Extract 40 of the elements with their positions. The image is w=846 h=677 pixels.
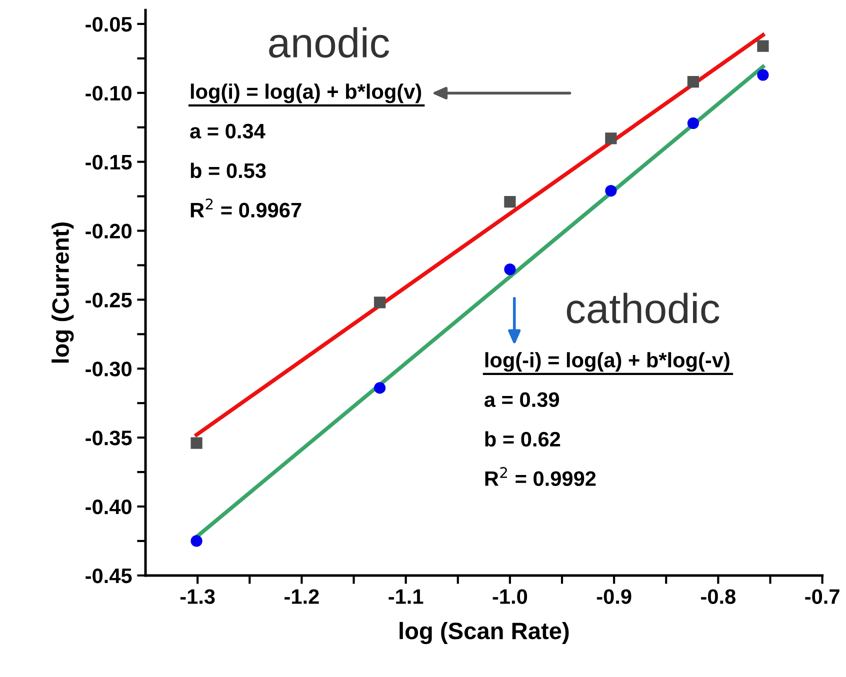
x-tick-label: -1.3 bbox=[180, 589, 215, 604]
x-tick-label: -0.9 bbox=[596, 589, 632, 604]
x-tick-label: -0.7 bbox=[805, 589, 840, 604]
y-tick-label: -0.30 bbox=[86, 362, 132, 376]
point bbox=[757, 40, 769, 52]
annotation: cathodic bbox=[566, 292, 720, 324]
y-tick-label: -0.25 bbox=[86, 292, 132, 308]
x-tick-label: -1.2 bbox=[284, 589, 319, 604]
annotation: b = 0.62 bbox=[485, 431, 560, 447]
y-tick-label: -0.45 bbox=[86, 568, 132, 584]
x-tick-label: -1.0 bbox=[492, 589, 528, 604]
y-tick-label: -0.15 bbox=[86, 154, 132, 170]
y-tick-label: -0.35 bbox=[86, 430, 132, 446]
point bbox=[605, 132, 617, 144]
annotation: R$^{2}$ = 0.9992 bbox=[485, 467, 596, 486]
point bbox=[605, 184, 617, 197]
annotation: b = 0.53 bbox=[190, 162, 266, 178]
point bbox=[374, 382, 386, 394]
annotation: R$^{2}$ = 0.9967 bbox=[190, 198, 302, 218]
annotation: log(-i) = log(a) + b*log(-v) bbox=[485, 352, 730, 372]
annotation: log(i) = log(a) + b*log(v) bbox=[190, 84, 422, 104]
y-tick-label: -0.20 bbox=[86, 224, 132, 239]
point bbox=[190, 437, 202, 449]
point bbox=[374, 296, 386, 308]
y-axis-title: log (Current) bbox=[52, 222, 74, 363]
x-tick-label: -1.1 bbox=[388, 589, 424, 604]
point bbox=[757, 69, 769, 81]
x-axis-title: log (Scan Rate) bbox=[400, 622, 569, 644]
y-tick-label: -0.40 bbox=[86, 500, 132, 514]
point bbox=[190, 535, 202, 547]
annotation: anodic bbox=[269, 27, 390, 58]
annotation: a = 0.34 bbox=[190, 124, 266, 139]
point bbox=[687, 117, 700, 130]
point bbox=[504, 196, 516, 208]
x-tick-label: -0.8 bbox=[701, 589, 736, 604]
y-tick-label: -0.05 bbox=[86, 16, 132, 32]
annotation: a = 0.39 bbox=[484, 392, 560, 408]
point bbox=[504, 264, 516, 276]
point bbox=[687, 76, 700, 88]
y-tick-label: -0.10 bbox=[86, 86, 132, 101]
